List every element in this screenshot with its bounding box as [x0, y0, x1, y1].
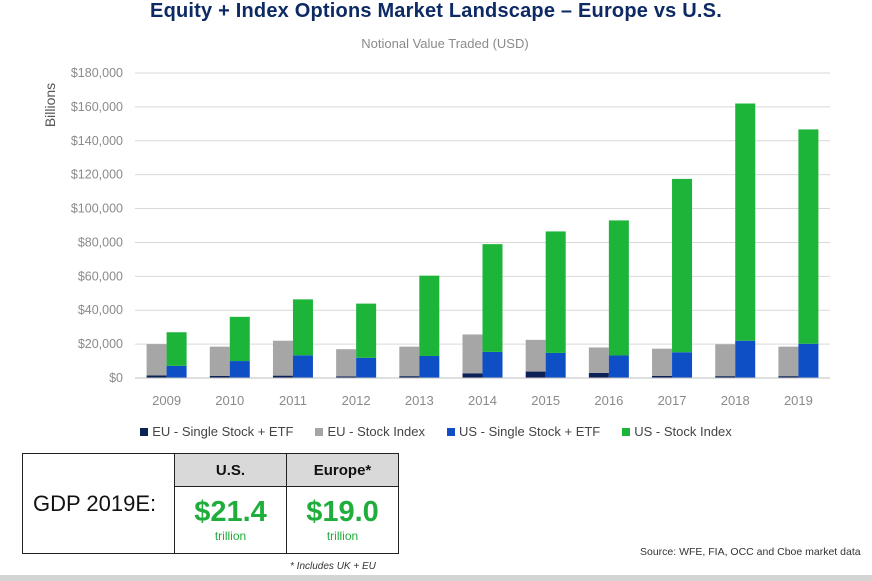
gdp-header-us: U.S. — [174, 453, 287, 487]
bar-eu-single-stock-etf — [462, 373, 483, 378]
gdp-unit-europe: trillion — [326, 529, 359, 543]
x-tick-label: 2017 — [658, 393, 687, 408]
bar-eu-stock-index — [715, 344, 736, 377]
bar-eu-stock-index — [336, 349, 357, 377]
legend-label: US - Stock Index — [634, 424, 732, 439]
bottom-bar — [0, 575, 872, 581]
bar-eu-stock-index — [525, 339, 546, 372]
legend-label: US - Single Stock + ETF — [459, 424, 601, 439]
gdp-value-europe: $19.0 — [306, 496, 379, 528]
bar-us-stock-index — [166, 332, 187, 366]
legend-label: EU - Single Stock + ETF — [152, 424, 294, 439]
bar-eu-stock-index — [272, 340, 293, 376]
legend-swatch — [140, 427, 149, 436]
bar-us-single-stock-etf — [292, 355, 313, 378]
bar-us-stock-index — [292, 299, 313, 356]
bar-us-stock-index — [356, 303, 377, 358]
bar-us-stock-index — [735, 103, 756, 341]
y-tick-label: $60,000 — [78, 269, 123, 283]
legend-item: EU - Stock Index — [315, 424, 425, 439]
gdp-row-label: GDP 2019E: — [22, 453, 175, 554]
bar-us-stock-index — [672, 178, 693, 353]
y-tick-label: $40,000 — [78, 303, 123, 317]
bar-us-stock-index — [419, 275, 440, 356]
bar-us-single-stock-etf — [672, 352, 693, 378]
legend-item: US - Single Stock + ETF — [447, 424, 600, 439]
y-tick-label: $140,000 — [71, 134, 123, 148]
x-tick-label: 2019 — [784, 393, 813, 408]
legend-swatch — [622, 427, 631, 436]
bar-us-stock-index — [545, 231, 566, 353]
legend-label: EU - Stock Index — [327, 424, 425, 439]
y-tick-label: $80,000 — [78, 235, 123, 249]
y-tick-label: $20,000 — [78, 337, 123, 351]
x-tick-label: 2009 — [152, 393, 181, 408]
y-tick-label: $180,000 — [71, 66, 123, 80]
legend-item: EU - Single Stock + ETF — [140, 424, 293, 439]
bar-us-single-stock-etf — [798, 343, 819, 378]
stacked-bar-chart: $0 $20,000 $40,000 $60,000 $80,000 $100,000 $1… — [42, 66, 830, 408]
bar-eu-single-stock-etf — [525, 371, 546, 378]
x-tick-label: 2015 — [531, 393, 560, 408]
x-tick-label: 2013 — [405, 393, 434, 408]
legend-swatch — [447, 427, 455, 436]
bar-eu-stock-index — [462, 334, 483, 374]
y-tick-label: $100,000 — [71, 202, 123, 216]
source-note: Source: WFE, FIA, OCC and Cboe market da… — [640, 546, 861, 558]
y-tick-label: $0 — [109, 371, 123, 385]
bar-eu-single-stock-etf — [146, 375, 167, 378]
bar-us-stock-index — [229, 316, 250, 362]
chart-legend: EU - Single Stock + ETF EU - Stock Index U… — [0, 424, 872, 439]
x-tick-label: 2018 — [721, 393, 750, 408]
y-axis-title: Billions — [42, 83, 58, 127]
gdp-cell-us: $21.4 trillion — [174, 486, 287, 554]
bar-eu-single-stock-etf — [778, 376, 799, 378]
bar-us-single-stock-etf — [482, 351, 503, 378]
bar-us-stock-index — [482, 244, 503, 352]
bar-us-single-stock-etf — [608, 355, 629, 378]
bar-eu-stock-index — [778, 346, 799, 377]
x-tick-label: 2010 — [215, 393, 244, 408]
bar-us-stock-index — [608, 220, 629, 356]
bar-eu-single-stock-etf — [336, 376, 357, 378]
bar-us-stock-index — [798, 129, 819, 344]
chart-subtitle: Notional Value Traded (USD) — [361, 36, 529, 51]
bar-eu-single-stock-etf — [715, 376, 736, 378]
gdp-table: GDP 2019E: U.S. Europe* $21.4 trillion $… — [22, 453, 399, 554]
x-tick-label: 2014 — [468, 393, 497, 408]
legend-item: US - Stock Index — [622, 424, 732, 439]
gdp-header-europe: Europe* — [286, 453, 399, 487]
bar-eu-single-stock-etf — [272, 375, 293, 378]
bar-eu-single-stock-etf — [399, 376, 420, 378]
gdp-value-us: $21.4 — [194, 496, 267, 528]
footnote: * Includes UK + EU — [290, 561, 376, 572]
bar-eu-stock-index — [399, 346, 420, 377]
x-tick-label: 2016 — [594, 393, 623, 408]
bar-eu-stock-index — [652, 348, 673, 376]
bar-us-single-stock-etf — [735, 340, 756, 378]
bar-eu-single-stock-etf — [209, 375, 230, 378]
bar-us-single-stock-etf — [356, 357, 377, 378]
y-tick-label: $120,000 — [71, 168, 123, 182]
bar-us-single-stock-etf — [166, 365, 187, 378]
bar-us-single-stock-etf — [229, 361, 250, 378]
gdp-cell-europe: $19.0 trillion — [286, 486, 399, 554]
bar-eu-stock-index — [146, 344, 167, 376]
y-tick-label: $160,000 — [71, 100, 123, 114]
x-tick-label: 2012 — [342, 393, 371, 408]
chart-title: Equity + Index Options Market Landscape … — [150, 0, 722, 22]
bar-us-single-stock-etf — [545, 352, 566, 378]
bar-us-single-stock-etf — [419, 355, 440, 378]
bar-eu-stock-index — [588, 347, 609, 373]
bar-eu-single-stock-etf — [588, 372, 609, 378]
legend-swatch — [315, 427, 324, 436]
bar-eu-single-stock-etf — [652, 375, 673, 378]
x-tick-label: 2011 — [279, 393, 307, 408]
bar-eu-stock-index — [209, 346, 230, 376]
gdp-unit-us: trillion — [214, 529, 247, 543]
